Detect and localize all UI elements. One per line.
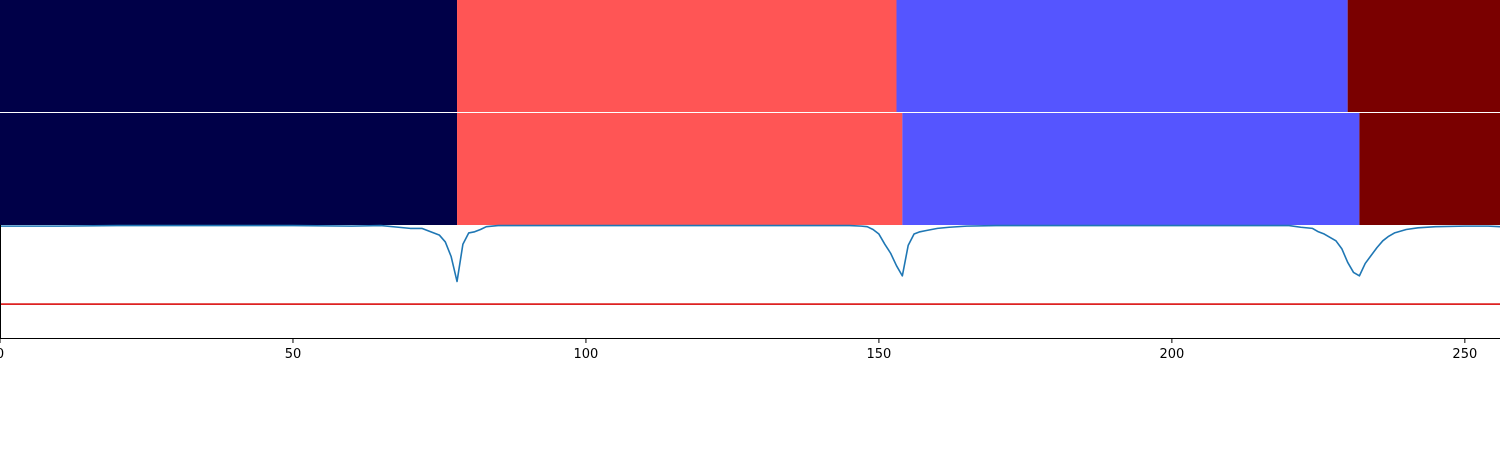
heatmap-row-2-segment-1 [0,113,458,225]
heatmap-row-2-segment-3 [902,113,1360,225]
heatmap-row-1-segment-3 [896,0,1348,112]
x-tick-label-100: 100 [574,347,599,362]
x-tick-label-0: 0 [0,347,4,362]
heatmap-row-2-segment-4 [1359,113,1500,225]
line-panel [0,224,1500,339]
heatmap-row-1-segment-2 [457,0,897,112]
heatmap-row-2-segment-2 [457,113,903,225]
heatmap-row-1-segment-1 [0,0,458,112]
x-tick-label-200: 200 [1159,347,1184,362]
x-tick-label-250: 250 [1452,347,1477,362]
x-axis: 0 50 100 150 200 250 [0,338,1477,362]
series-line-1 [0,224,1500,283]
x-tick-label-150: 150 [866,347,891,362]
heatmap-row-1-segment-4 [1347,0,1500,112]
x-tick-label-50: 50 [285,347,302,362]
heatmap-rows [0,0,1500,225]
